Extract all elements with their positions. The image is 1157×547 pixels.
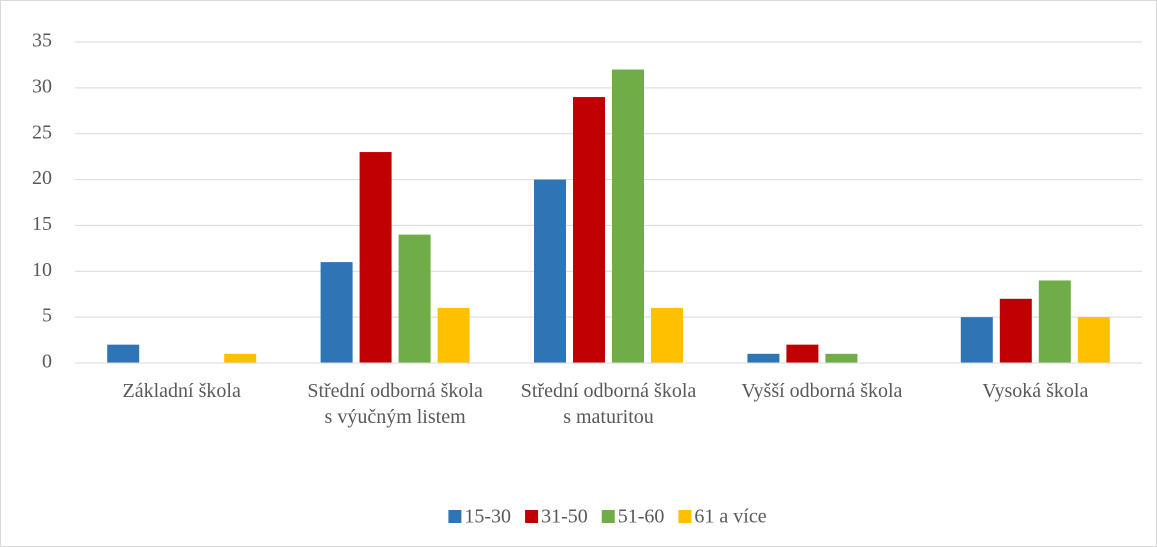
legend-swatch	[525, 510, 539, 523]
y-tick-label: 30	[32, 75, 52, 97]
legend-swatch	[678, 510, 692, 523]
y-tick-label: 0	[42, 351, 52, 373]
bar	[1038, 280, 1071, 363]
legend-label: 15-30	[464, 506, 511, 528]
y-tick-label: 10	[32, 259, 52, 281]
y-tick-label: 15	[32, 213, 52, 235]
y-tick-label: 20	[32, 167, 52, 189]
y-tick-label: 25	[32, 121, 52, 143]
bar	[398, 234, 431, 363]
bar	[573, 97, 605, 364]
x-tick-label: Vyšší odborná škola	[741, 380, 903, 402]
bar	[786, 344, 819, 363]
y-tick-label: 5	[42, 305, 52, 327]
bar	[612, 69, 644, 363]
bar	[437, 307, 470, 363]
bar	[999, 298, 1032, 363]
bar	[960, 317, 993, 363]
legend-label: 61 a více	[694, 506, 766, 528]
x-tick-label: Základní škola	[122, 380, 241, 402]
bar	[534, 179, 566, 363]
x-tick-label: Střední odborná škola s výučným listem	[307, 380, 483, 428]
bar	[825, 353, 858, 363]
bar	[651, 307, 683, 363]
bar	[320, 262, 353, 363]
bar	[359, 152, 392, 363]
y-tick-label: 35	[32, 30, 52, 52]
legend-swatch	[601, 510, 615, 523]
x-tick-label: Vysoká škola	[982, 380, 1089, 402]
legend-label: 51-60	[618, 506, 665, 528]
x-tick-label: Střední odborná škola s maturitou	[520, 380, 697, 428]
legend-label: 31-50	[541, 506, 588, 528]
bar	[747, 353, 780, 363]
legend-swatch	[448, 510, 462, 523]
bar	[1077, 317, 1110, 363]
bar	[107, 344, 140, 363]
bar	[224, 353, 257, 363]
